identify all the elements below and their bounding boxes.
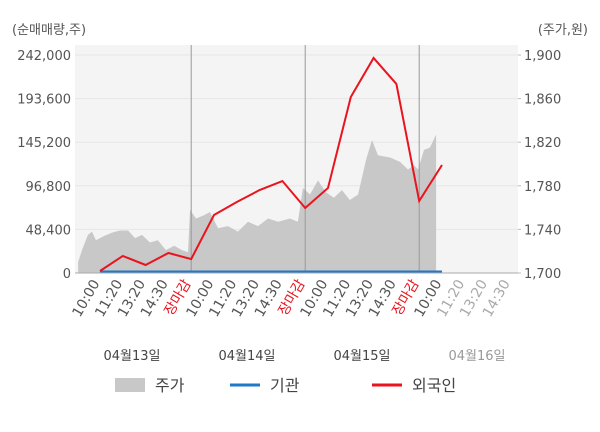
- day-label: 04월14일: [218, 349, 275, 364]
- y2-axis-label: (주가,원): [538, 23, 588, 38]
- y2-tick-label: 1,860: [524, 93, 561, 108]
- legend-swatch: [115, 378, 145, 392]
- legend-label: 주가: [155, 376, 185, 395]
- y-tick-label: 242,000: [17, 49, 71, 64]
- y-tick-label: 193,600: [17, 93, 71, 108]
- y2-tick-label: 1,820: [524, 136, 561, 151]
- y2-tick-label: 1,700: [524, 267, 561, 282]
- y-tick-label: 0: [63, 267, 71, 282]
- y-tick-label: 145,200: [17, 136, 71, 151]
- day-label: 04월13일: [103, 349, 160, 364]
- y-tick-label: 96,800: [26, 180, 72, 195]
- y2-tick-label: 1,780: [524, 180, 561, 195]
- y-tick-label: 48,400: [26, 223, 72, 238]
- price-area: [78, 134, 437, 273]
- legend-label: 외국인: [412, 376, 456, 395]
- day-label: 04월16일: [448, 349, 505, 364]
- series-line: [99, 56, 443, 272]
- legend-label: 기관: [270, 376, 300, 395]
- y2-tick-label: 1,900: [524, 49, 561, 64]
- y-axis-label: (순매매량,주): [12, 23, 86, 38]
- day-label: 04월15일: [333, 349, 390, 364]
- y2-tick-label: 1,740: [524, 223, 561, 238]
